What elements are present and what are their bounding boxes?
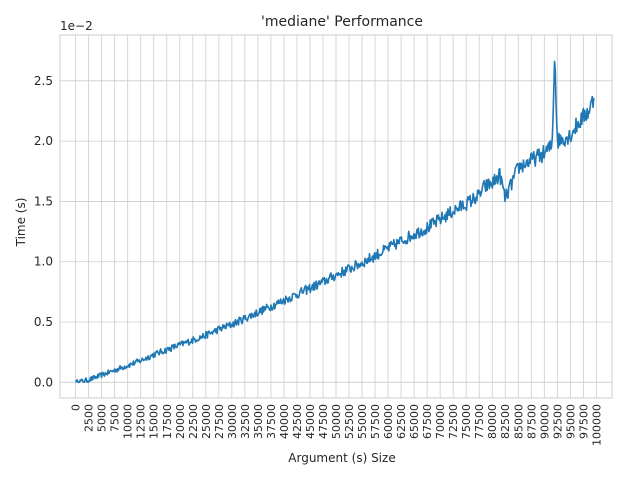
x-tick-label: 25000 [200,404,213,439]
x-tick-label: 92500 [551,404,564,439]
x-tick-label: 90000 [538,404,551,439]
x-tick-label: 20000 [174,404,187,439]
y-tick-label: 1.0 [34,255,53,269]
x-tick-label: 10000 [122,404,135,439]
x-tick-label: 57500 [369,404,382,439]
x-tick-label: 0 [70,404,83,411]
x-tick-label: 55000 [356,404,369,439]
x-tick-label: 37500 [265,404,278,439]
x-tick-labels: 0 2500 5000 7500 10000 12500 15000 17500 20000 22… [70,404,604,446]
grid [59,34,613,399]
x-tick-label: 2500 [83,404,96,432]
x-tick-label: 32500 [239,404,252,439]
x-tick-label: 75000 [460,404,473,439]
x-tick-label: 22500 [187,404,200,439]
series-line [74,60,595,384]
x-tick-label: 52500 [343,404,356,439]
x-tick-label: 85000 [512,404,525,439]
x-tick-label: 82500 [499,404,512,439]
x-tick-label: 62500 [395,404,408,439]
y-tick-label: 2.0 [34,134,53,148]
y-tick-label: 1.5 [34,194,53,208]
x-tick-label: 70000 [434,404,447,439]
x-tick-label: 65000 [408,404,421,439]
x-tick-label: 7500 [109,404,122,432]
x-tick-label: 72500 [447,404,460,439]
x-tick-label: 42500 [291,404,304,439]
x-tick-label: 27500 [213,404,226,439]
plot-frame [59,34,613,399]
x-tick-label: 67500 [421,404,434,439]
plot-area [74,60,595,384]
x-tick-label: 17500 [161,404,174,439]
x-tick-label: 47500 [317,404,330,439]
chart-title: 'mediane' Performance [261,14,423,30]
x-tick-label: 80000 [486,404,499,439]
y-tick-labels: 0.0 0.5 1.0 1.5 2.0 2.5 [34,74,53,389]
y-tick-label: 0.5 [34,315,53,329]
x-tick-label: 40000 [278,404,291,439]
x-tick-label: 95000 [564,404,577,439]
x-tick-label: 87500 [525,404,538,439]
x-tick-label: 5000 [96,404,109,432]
y-axis-label: Time (s) [14,198,28,248]
x-tick-label: 100000 [590,404,603,446]
x-tick-label: 77500 [473,404,486,439]
x-tick-label: 45000 [304,404,317,439]
x-tick-label: 60000 [382,404,395,439]
x-tick-label: 15000 [148,404,161,439]
y-tick-label: 2.5 [34,74,53,88]
y-tick-label: 0.0 [34,375,53,389]
x-tick-label: 12500 [135,404,148,439]
x-tick-label: 97500 [577,404,590,439]
x-tick-label: 30000 [226,404,239,439]
x-tick-label: 35000 [252,404,265,439]
y-offset-label: 1e−2 [60,19,93,33]
x-axis-label: Argument (s) Size [288,451,395,465]
x-tick-label: 50000 [330,404,343,439]
